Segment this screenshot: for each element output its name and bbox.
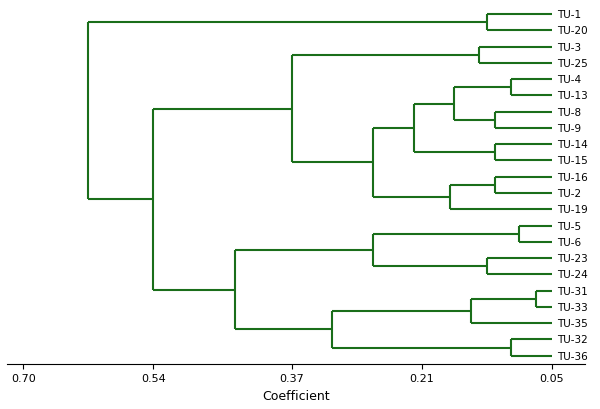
Text: TU-35: TU-35: [557, 318, 587, 328]
Text: TU-3: TU-3: [557, 43, 581, 52]
Text: TU-19: TU-19: [557, 205, 587, 215]
Text: TU-8: TU-8: [557, 108, 581, 117]
Text: TU-5: TU-5: [557, 221, 581, 231]
Text: TU-4: TU-4: [557, 75, 581, 85]
Text: TU-14: TU-14: [557, 140, 587, 150]
Text: TU-9: TU-9: [557, 124, 581, 134]
Text: TU-23: TU-23: [557, 254, 587, 263]
Text: TU-15: TU-15: [557, 156, 587, 166]
Text: TU-6: TU-6: [557, 237, 581, 247]
Text: TU-25: TU-25: [557, 59, 587, 69]
Text: TU-32: TU-32: [557, 335, 587, 344]
Text: TU-24: TU-24: [557, 270, 587, 280]
Text: TU-16: TU-16: [557, 172, 587, 182]
Text: TU-36: TU-36: [557, 351, 587, 361]
Text: TU-33: TU-33: [557, 302, 587, 312]
Text: TU-1: TU-1: [557, 10, 581, 20]
Text: TU-2: TU-2: [557, 189, 581, 198]
Text: TU-31: TU-31: [557, 286, 587, 296]
Text: TU-20: TU-20: [557, 26, 587, 36]
Text: TU-13: TU-13: [557, 91, 587, 101]
X-axis label: Coefficient: Coefficient: [262, 389, 329, 402]
